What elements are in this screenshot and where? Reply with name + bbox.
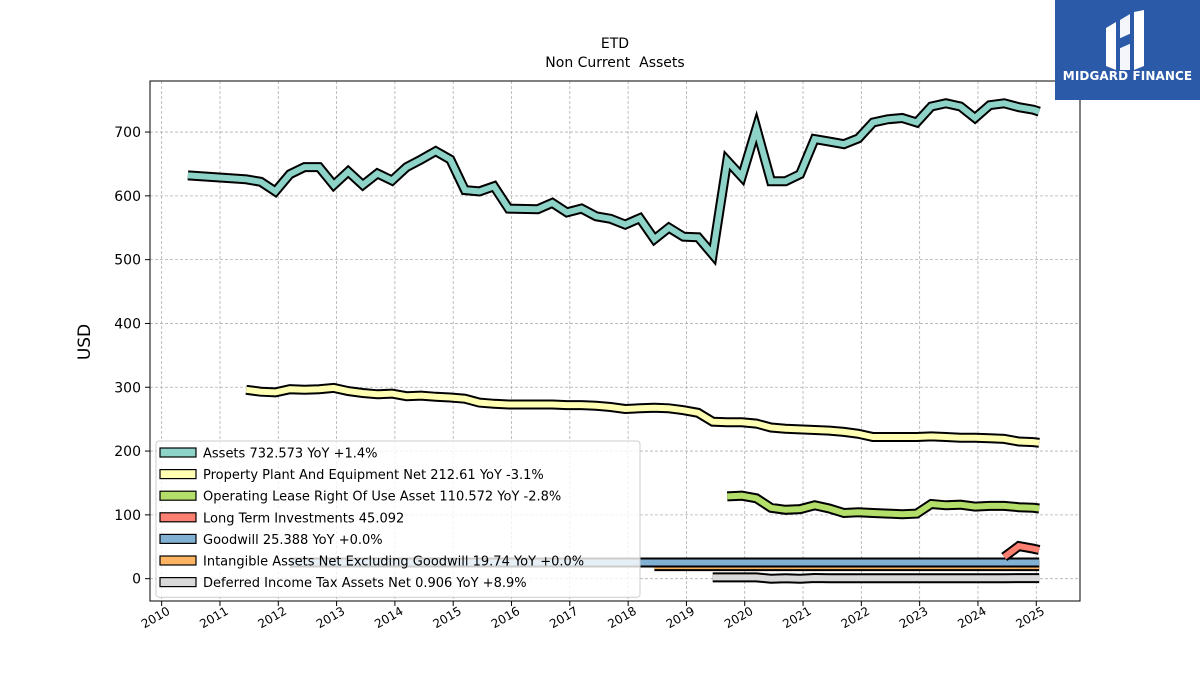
x-tick-label: 2015 <box>430 604 463 631</box>
series-long-term-investments <box>1001 540 1041 562</box>
x-tick-label: 2010 <box>139 604 172 631</box>
y-tick-label: 200 <box>114 444 141 460</box>
series-line <box>727 492 1040 518</box>
legend-label: Long Term Investments 45.092 <box>203 511 404 526</box>
x-tick-label: 2014 <box>372 604 405 631</box>
legend-swatch <box>159 490 197 501</box>
x-tick-label: 2017 <box>547 604 580 631</box>
legend-swatch <box>159 512 197 523</box>
x-tick-label: 2025 <box>1014 604 1047 631</box>
midgard-mark-icon <box>1106 10 1144 70</box>
legend-label: Operating Lease Right Of Use Asset 110.5… <box>203 490 561 505</box>
x-tick-label: 2011 <box>197 604 230 631</box>
legend-swatch <box>159 576 197 588</box>
y-tick-label: 700 <box>114 125 141 141</box>
x-tick-label: 2022 <box>839 604 872 631</box>
x-ticks: 2010 2011 2012 2013 2014 2015 2016 2017 2018 2019… <box>139 601 1047 631</box>
x-tick-label: 2018 <box>605 604 638 631</box>
series-deferred-income-tax-assets-net <box>712 572 1040 584</box>
series-line <box>712 574 1040 582</box>
chart-subtitle: Non Current Assets <box>545 55 684 71</box>
x-tick-label: 2020 <box>722 604 755 631</box>
x-tick-label: 2019 <box>664 604 697 631</box>
y-ticks: 0 100 200 300 400 500 600 700 <box>114 125 150 588</box>
series-property-plant-and-equipment-net <box>245 382 1040 448</box>
legend-label: Assets 732.573 YoY +1.4% <box>203 447 378 462</box>
legend-label: Goodwill 25.388 YoY +0.0% <box>203 533 383 548</box>
y-tick-label: 100 <box>114 508 141 524</box>
legend-box <box>155 440 641 598</box>
brand-logo: MIDGARD FINANCE <box>1055 0 1200 100</box>
legend-label: Property Plant And Equipment Net 212.61 … <box>203 468 544 483</box>
y-axis-label: USD <box>75 324 95 360</box>
series-outline <box>187 98 1041 267</box>
series-line <box>245 384 1040 446</box>
series-line <box>1002 542 1040 560</box>
legend-swatch <box>159 469 197 480</box>
legend-label: Deferred Income Tax Assets Net 0.906 YoY… <box>203 576 527 591</box>
brand-name: MIDGARD FINANCE <box>1062 69 1193 83</box>
x-tick-label: 2013 <box>314 604 347 631</box>
legend-swatch <box>159 447 197 458</box>
y-tick-label: 400 <box>114 316 141 332</box>
y-tick-label: 0 <box>132 572 141 588</box>
x-tick-label: 2023 <box>897 604 930 631</box>
y-tick-label: 500 <box>114 253 141 269</box>
series-operating-lease-right-of-use-asset <box>726 490 1040 520</box>
x-tick-label: 2021 <box>780 604 813 631</box>
y-tick-label: 600 <box>114 189 141 205</box>
grid <box>150 81 1080 601</box>
x-tick-label: 2012 <box>256 604 289 631</box>
legend-label: Intangible Assets Net Excluding Goodwill… <box>203 555 584 570</box>
x-tick-label: 2024 <box>955 604 988 631</box>
series-assets <box>187 98 1041 267</box>
legend-swatch <box>159 533 197 545</box>
legend-swatch <box>159 555 197 566</box>
legend: Assets 732.573 YoY +1.4% Property Plant A… <box>155 440 641 598</box>
plot-frame <box>149 80 1081 602</box>
x-tick-label: 2016 <box>489 604 522 631</box>
chart-title: ETD <box>601 36 629 52</box>
y-tick-label: 300 <box>114 380 141 396</box>
series-line <box>187 100 1041 262</box>
